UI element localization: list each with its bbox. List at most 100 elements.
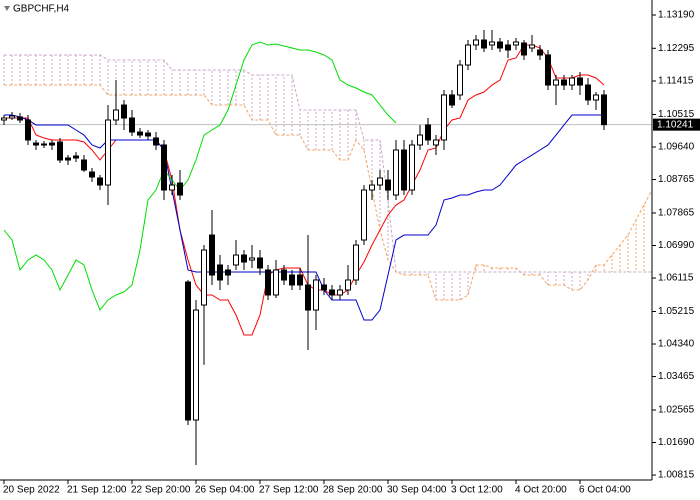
candle-body [201,249,207,306]
candle-body [441,94,447,141]
candle-body [161,144,167,191]
candle-body [513,41,519,46]
candle-body [505,44,511,51]
candle-body [313,279,319,311]
candle-body [545,54,551,86]
x-tick-label: 22 Sep 20:00 [131,485,191,496]
candle-body [81,159,87,171]
candle-body [377,177,383,186]
candle-body [225,269,231,276]
candle-body [249,257,255,261]
x-tick-label: 4 Oct 20:00 [515,485,567,496]
y-tick-label: 1.01690 [658,437,695,448]
candle-body [257,257,263,269]
y-tick-label: 1.10515 [658,109,695,120]
candle-body [593,94,599,101]
candle-body [553,79,559,86]
x-tick-label: 28 Sep 20:00 [323,485,383,496]
candle-body [457,64,463,96]
y-tick-label: 1.03465 [658,371,695,382]
candle-body [217,264,223,281]
candle-body [17,116,23,121]
candle-body [273,269,279,296]
y-tick-label: 1.07865 [658,208,695,219]
y-tick-label: 1.09640 [658,142,695,153]
y-tick-label: 1.02565 [658,405,695,416]
candle-body [561,79,567,86]
y-tick-label: 1.06990 [658,240,695,251]
candle-body [585,84,591,101]
span-a-line [4,84,653,301]
candle-body [433,139,439,146]
candle-body [41,143,47,146]
y-tick-label: 1.08765 [658,174,695,185]
candle-body [1,117,7,121]
candle-body [473,39,479,46]
candle-body [241,254,247,263]
candle-body [9,115,15,119]
x-tick-label: 20 Sep 2022 [3,485,60,496]
candle-body [121,104,127,119]
candle-body [25,119,31,141]
candle-body [233,254,239,266]
y-tick-label: 1.06115 [658,273,694,284]
x-tick-label: 21 Sep 12:00 [67,485,127,496]
candle-body [209,234,215,276]
candle-body [137,131,143,136]
candle-body [305,284,311,311]
candle-body [345,279,351,291]
x-tick-label: 6 Oct 04:00 [579,485,631,496]
chart-title: GBPCHF,H4 [13,4,70,15]
candle-body [337,289,343,296]
symbol-icon [4,6,10,11]
x-tick-label: 27 Sep 12:00 [259,485,319,496]
price-label-box [653,118,700,131]
price-label: 1.10241 [657,119,694,130]
candle-body [601,94,607,126]
candle-body [297,274,303,286]
indicator-line [3,41,397,312]
x-tick-label: 3 Oct 12:00 [451,485,503,496]
y-tick-label: 1.13190 [658,10,695,21]
candle-body [449,94,455,106]
candle-body [97,177,103,186]
candle-body [417,134,423,146]
candle-body [385,179,391,191]
candle-body [577,77,583,86]
candle-body [489,41,495,46]
candle-body [529,44,535,49]
candle-body [113,109,119,121]
candle-body [65,157,71,161]
y-tick-label: 1.12295 [658,43,695,54]
candle-body [289,274,295,286]
candle-body [153,137,159,146]
candle-body [329,289,335,296]
candle-body [57,141,63,161]
candle-body [425,124,431,141]
candle-body [353,244,359,281]
candle-body [481,39,487,49]
candle-body [465,44,471,66]
x-tick-label: 30 Sep 04:00 [387,485,447,496]
candle-body [409,144,415,191]
candle-body [521,42,527,56]
candle-body [193,309,199,421]
candle-body [145,132,151,137]
candle-body [129,117,135,133]
span-b-line [4,54,652,273]
candle-body [33,142,39,146]
indicator-line [4,114,604,321]
candle-body [89,171,95,178]
candle-body [49,142,55,146]
candle-body [361,189,367,241]
candle-body [105,119,111,186]
y-tick-label: 1.00815 [658,470,695,481]
candle-body [537,49,543,56]
candle-body [569,77,575,86]
candle-body [321,284,327,291]
candle-body [185,281,191,421]
candle-body [73,155,79,159]
plot [0,30,653,465]
